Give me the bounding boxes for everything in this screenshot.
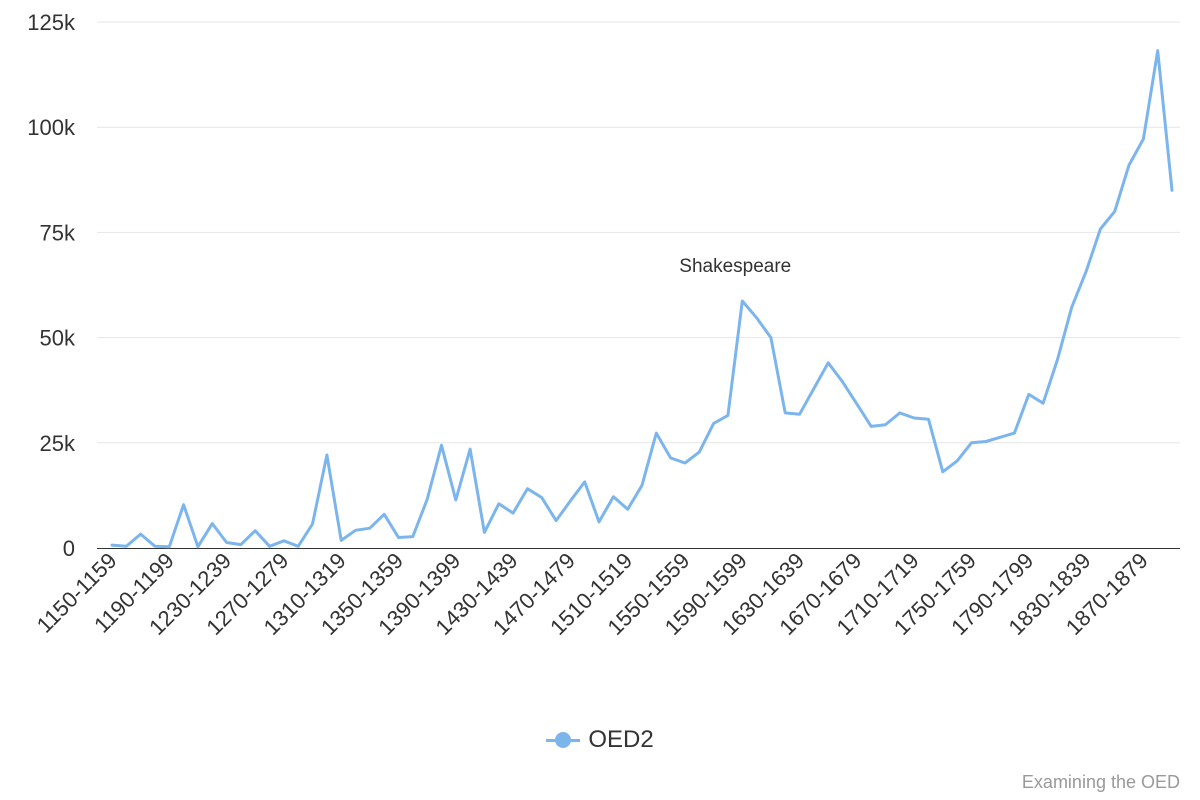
y-tick-label: 100k: [27, 115, 76, 140]
legend-label-oed2: OED2: [588, 726, 654, 753]
y-tick-label: 125k: [27, 10, 76, 35]
legend: OED2: [0, 726, 1200, 754]
y-axis-tick-labels: 0 25k 50k 75k 100k 125k: [27, 10, 76, 561]
line-chart: 0 25k 50k 75k 100k 125k 1150-11591190-1199123…: [27, 10, 1180, 640]
y-tick-label: 50k: [40, 326, 76, 351]
series-line-oed2: [110, 49, 1174, 549]
grid-lines: [97, 21, 1180, 444]
y-tick-label: 75k: [40, 220, 76, 245]
x-axis-tick-labels: 1150-11591190-11991230-12391270-12791310…: [32, 548, 1153, 640]
y-tick-label: 25k: [40, 431, 76, 456]
legend-item-oed2[interactable]: OED2: [546, 726, 654, 754]
legend-line-dot-icon: [546, 732, 581, 748]
y-tick-label: 0: [63, 536, 75, 561]
credit-text: Examining the OED: [1021, 772, 1180, 792]
annotation-shakespeare: Shakespeare: [679, 256, 791, 277]
